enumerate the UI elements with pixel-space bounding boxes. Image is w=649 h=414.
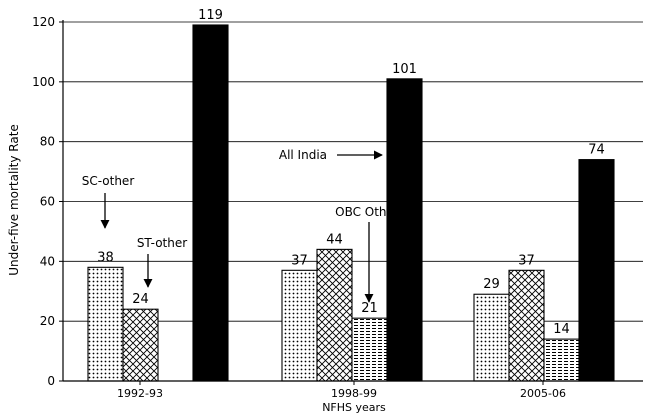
bar (192, 24, 229, 382)
annotation-label: OBC Other (335, 205, 399, 219)
y-tick-label: 120 (32, 15, 55, 29)
x-tick-label: 1998-99 (331, 387, 377, 400)
annotation-label: All India (279, 148, 327, 162)
data-label: 24 (132, 292, 149, 307)
bar (122, 308, 159, 382)
annotation-label: SC-other (82, 174, 135, 188)
x-tick-label: 1992-93 (117, 387, 163, 400)
bar (578, 159, 615, 382)
bar (87, 266, 124, 382)
y-tick-label: 40 (40, 254, 55, 268)
y-tick-label: 0 (47, 374, 55, 388)
x-axis-title: NFHS years (322, 401, 386, 414)
bar (316, 248, 353, 382)
data-label: 38 (97, 250, 114, 265)
bar (386, 78, 423, 382)
x-tick-label: 2005-06 (520, 387, 566, 400)
data-label: 44 (326, 232, 343, 247)
data-labels: 38 37 29 24 44 37 21 14 119 101 74 (97, 8, 605, 337)
bar (473, 293, 510, 382)
bar (508, 269, 545, 382)
bars (87, 24, 615, 382)
data-label: 21 (361, 301, 378, 316)
bar (351, 317, 388, 382)
bar (281, 269, 318, 382)
y-tick-label: 100 (32, 75, 55, 89)
data-label: 74 (588, 143, 605, 158)
y-tick-label: 60 (40, 195, 55, 209)
data-label: 14 (553, 322, 570, 337)
y-axis-title: Under-five mortality Rate (7, 124, 21, 276)
data-label: 37 (518, 253, 535, 268)
data-label: 37 (291, 253, 308, 268)
data-label: 101 (392, 62, 417, 77)
axes: 0 20 40 60 80 100 120 1992-93 1998-99 2005-06 (32, 15, 643, 400)
annotations: SC-other ST-other OBC Other All India (82, 148, 399, 303)
gridlines (63, 21, 643, 322)
bar (543, 338, 580, 382)
data-label: 119 (198, 8, 223, 23)
y-tick-label: 80 (40, 135, 55, 149)
data-label: 29 (483, 277, 500, 292)
y-tick-label: 20 (40, 314, 55, 328)
annotation-label: ST-other (137, 236, 187, 250)
